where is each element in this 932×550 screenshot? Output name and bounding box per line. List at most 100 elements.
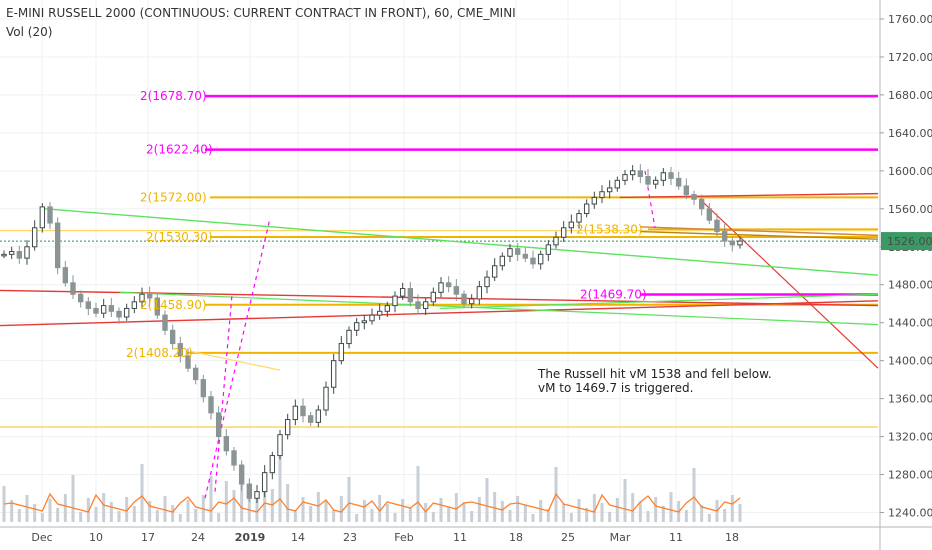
volume-bar <box>562 504 566 522</box>
volume-bar <box>224 481 228 522</box>
candle-body <box>1 253 7 257</box>
candle-body <box>369 314 375 322</box>
volume-bar <box>546 509 550 522</box>
candle-body <box>292 405 299 420</box>
volume-bar <box>347 477 351 522</box>
volume-bar <box>477 497 481 522</box>
price-tick-label: 1480.00 <box>888 279 932 292</box>
candle-body <box>47 206 53 224</box>
volume-bar <box>654 497 658 522</box>
volume-bar <box>293 511 297 522</box>
volume-bar <box>661 506 665 522</box>
volume-bar <box>523 505 527 522</box>
volume-bar <box>148 501 152 522</box>
volume-bar <box>493 492 497 522</box>
candle-body <box>484 276 490 288</box>
candle-body <box>438 282 444 293</box>
candle-body <box>154 297 161 316</box>
volume-bar <box>500 501 504 522</box>
volume-bar <box>117 511 121 522</box>
volume-bar <box>194 509 198 522</box>
volume-bar <box>263 480 267 522</box>
volume-bar <box>40 513 44 522</box>
volume-bar <box>240 476 244 522</box>
candle-body <box>606 187 613 193</box>
volume-moving-average <box>3 492 741 514</box>
candle-body <box>637 170 644 178</box>
volume-bar <box>408 508 412 522</box>
candle-body <box>323 386 329 411</box>
volume-bar <box>33 504 37 522</box>
price-tick-label: 1600.00 <box>888 165 932 178</box>
trend-green-lower <box>119 291 879 326</box>
time-tick-label: 17 <box>141 531 155 544</box>
price-axis[interactable]: 1240.00 1280.00 1320.00 1360.00 1400.00 1440.… <box>879 0 932 550</box>
trend-gold-a <box>639 230 879 240</box>
price-tick-label: 1760.00 <box>888 13 932 26</box>
level-labels: 2(1678.70) 2(1622.40) 2(1572.00) 2(1538.30)… <box>126 89 647 360</box>
volume-bar <box>125 497 129 522</box>
volume-bar <box>155 510 159 522</box>
level-label-7: 2(1408.20) <box>126 346 193 360</box>
candle-body <box>491 265 498 278</box>
candle-body <box>599 191 605 198</box>
time-axis[interactable]: Dec 10 17 24 2019 14 23 Feb 11 18 25 Mar 11 18 <box>0 526 932 544</box>
candle-body <box>62 267 69 284</box>
candle-body <box>108 305 115 312</box>
volume-bar <box>592 494 596 522</box>
volume-bar <box>217 513 221 522</box>
price-tick-label: 1560.00 <box>888 203 932 216</box>
candle-body <box>415 301 421 309</box>
candle-body <box>70 282 76 295</box>
level-label-6: 2(1458.90) <box>140 298 207 312</box>
candle-body <box>468 298 475 305</box>
fib-dashed-a <box>204 218 271 499</box>
candle-body <box>660 172 667 181</box>
volume-bar <box>615 498 619 522</box>
level-label-1: 2(1622.40) <box>146 143 213 157</box>
time-tick-label: 2019 <box>235 531 266 544</box>
candle-body <box>422 301 429 309</box>
candle-body <box>560 227 567 238</box>
price-tick-label: 1240.00 <box>888 507 932 520</box>
candle-body <box>300 405 306 417</box>
candle-body <box>254 491 260 499</box>
trend-red-top <box>619 192 879 199</box>
grid-lines <box>0 0 880 522</box>
volume-bar <box>539 500 543 522</box>
candle-body <box>445 282 452 288</box>
time-tick-label: Feb <box>394 531 413 544</box>
candle-body <box>537 253 544 265</box>
volume-bar <box>48 499 52 522</box>
volume-bar <box>684 510 688 522</box>
candle-body <box>123 307 130 318</box>
volume-indicator-label[interactable]: Vol (20) <box>6 25 53 39</box>
candle-body <box>330 360 337 388</box>
volume-bar <box>17 509 21 522</box>
candle-body <box>430 291 437 303</box>
candle-body <box>185 355 191 369</box>
candle-body <box>721 231 728 242</box>
volume-bar <box>447 507 451 522</box>
price-tick-label: 1680.00 <box>888 89 932 102</box>
volume-bar <box>209 476 213 522</box>
candle-body <box>85 301 92 309</box>
candle-body <box>192 367 199 381</box>
candle-body <box>246 483 253 499</box>
candle-body <box>514 248 521 255</box>
annotation-line-2: vM to 1469.7 is triggered. <box>538 381 693 395</box>
candle-body <box>645 176 651 185</box>
candle-body <box>507 248 513 257</box>
candle-body <box>116 310 122 318</box>
candle-body <box>307 415 314 423</box>
time-tick-label: 10 <box>89 531 103 544</box>
candle-body <box>93 307 99 314</box>
volume-bar <box>462 502 466 522</box>
candle-body <box>146 293 153 299</box>
candle-body <box>737 240 743 246</box>
candle-body <box>683 185 690 196</box>
volume-bar <box>738 504 742 522</box>
volume-bar <box>608 512 612 522</box>
candle-body <box>39 206 46 229</box>
